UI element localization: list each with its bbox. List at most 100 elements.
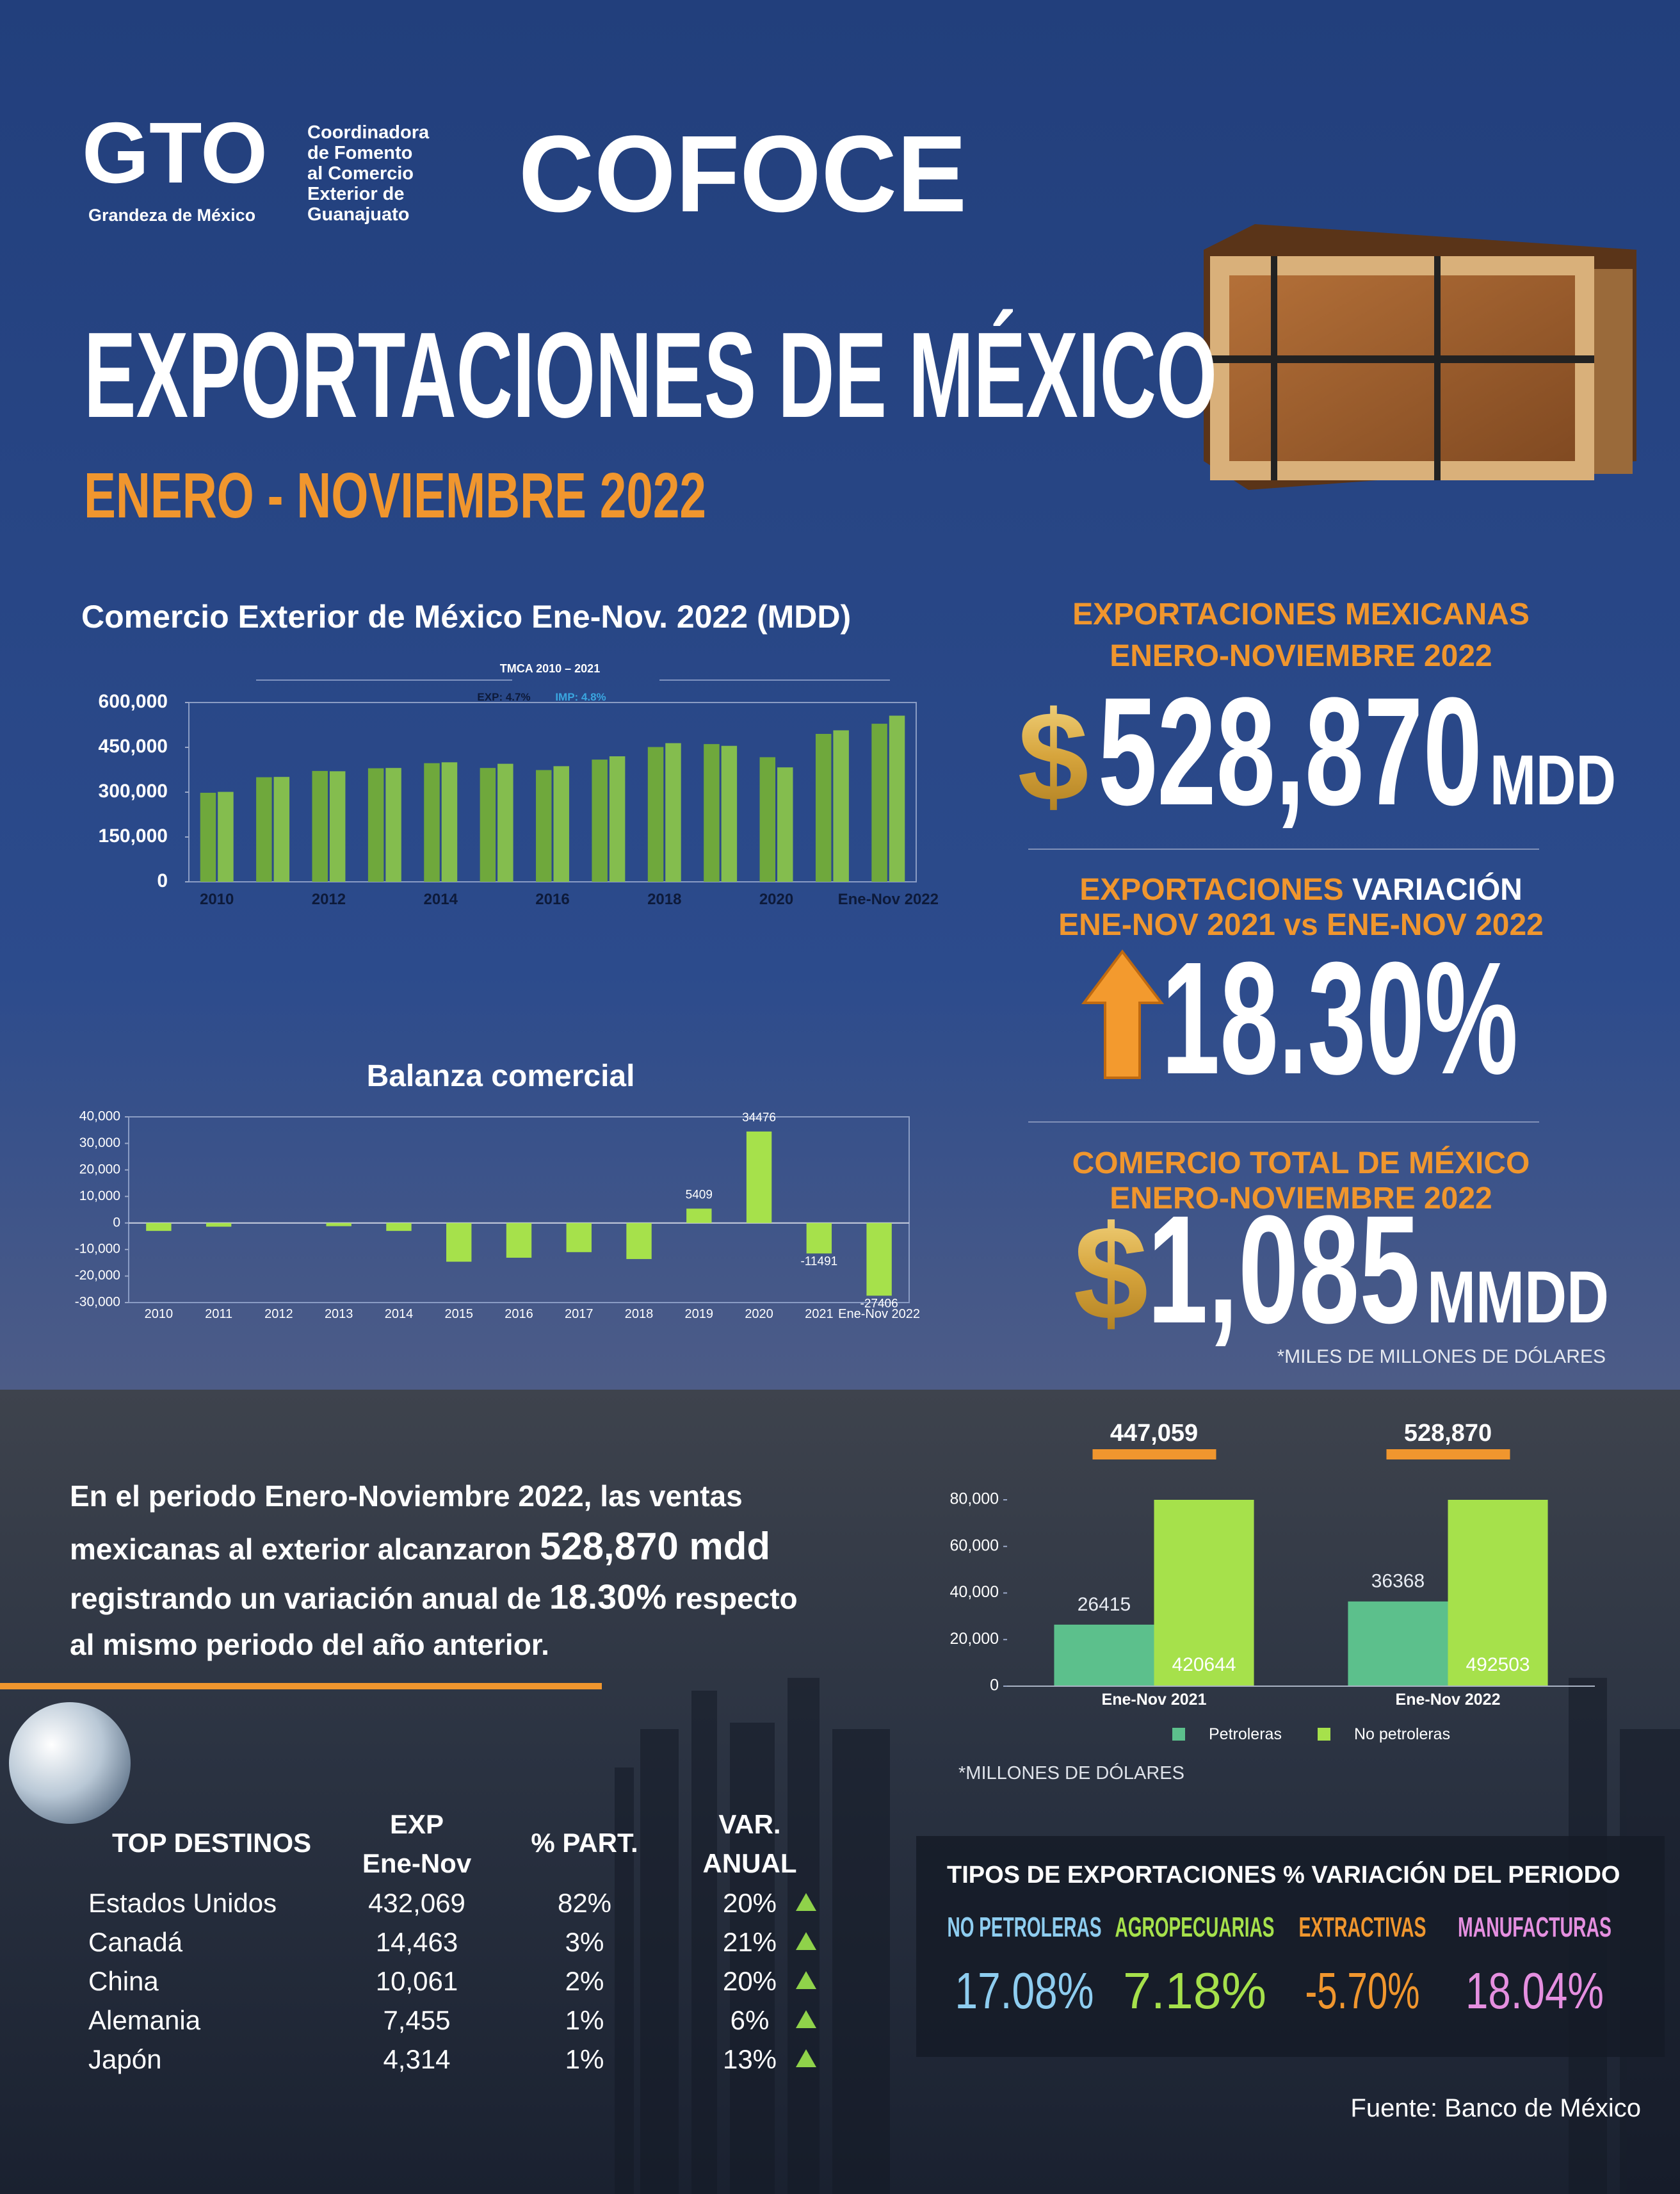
plot-clip — [1054, 1500, 1548, 1686]
x-tick-label: 2016 — [505, 1307, 533, 1321]
bar — [256, 777, 272, 882]
plot-frame — [128, 1116, 910, 1303]
up-triangle — [796, 1932, 816, 1950]
table-cell: 432,069 — [368, 1888, 465, 1918]
table-cell: 6% — [731, 2005, 770, 2035]
annotation: EXP: 4.7% — [477, 691, 530, 703]
bar — [326, 1223, 351, 1226]
x-tick-label: 2018 — [647, 891, 681, 908]
chart-title: Balanza comercial — [367, 1059, 635, 1093]
total-underline — [1386, 1449, 1510, 1459]
org-line: Coordinadora — [307, 122, 430, 143]
bar — [1054, 1624, 1154, 1686]
paragraph-text: registrando un variación anual de — [70, 1582, 549, 1615]
x-tick-label: 2012 — [264, 1307, 293, 1321]
bar — [206, 1223, 232, 1227]
x-tick-label: 2018 — [625, 1307, 654, 1321]
org-line: Exterior de — [307, 184, 405, 204]
x-tick-label: 2010 — [200, 891, 234, 908]
x-tick-label: Ene-Nov 2022 — [1396, 1691, 1501, 1709]
divider — [0, 1683, 602, 1689]
type-value: -5.70% — [1305, 1962, 1419, 2019]
crate — [1204, 224, 1636, 490]
bar — [385, 768, 401, 882]
bar — [759, 757, 776, 882]
bar — [609, 756, 626, 882]
table-cell: Estados Unidos — [88, 1888, 277, 1918]
table-header: TOP DESTINOS — [112, 1828, 311, 1858]
value-label: 36368 — [1371, 1571, 1425, 1592]
x-tick-label: Ene-Nov 2022 — [838, 891, 939, 908]
y-tick-label: 80,000 — [950, 1490, 999, 1508]
bar — [480, 768, 496, 882]
y-tick-label: -20,000 — [75, 1268, 120, 1283]
y-tick-label: 10,000 — [79, 1189, 120, 1203]
org-line: Guanajuato — [307, 204, 410, 225]
bar — [146, 1223, 172, 1231]
y-tick-label: 60,000 — [950, 1536, 999, 1554]
x-tick-label: 2020 — [759, 891, 793, 908]
bar — [1154, 1500, 1254, 1686]
y-tick-label: 600,000 — [99, 691, 168, 712]
subtitle: ENERO - NOVIEMBRE 2022 — [84, 460, 706, 532]
paragraph-emphasis: 18.30% — [549, 1578, 666, 1616]
table-cell: Canadá — [88, 1927, 183, 1957]
value-label: 26415 — [1078, 1594, 1131, 1615]
table-cell: China — [88, 1966, 159, 1996]
table-cell: Japón — [88, 2044, 161, 2074]
bar — [806, 1223, 832, 1254]
kpi-title: ENERO-NOVIEMBRE 2022 — [1110, 1182, 1492, 1215]
table-cell: 1% — [565, 2005, 604, 2035]
up-triangle — [796, 1971, 816, 1989]
table-header: EXP — [390, 1809, 444, 1839]
annotation: IMP: 4.8% — [555, 691, 606, 703]
y-tick-label: 0 — [113, 1215, 120, 1230]
table-cell: 4,314 — [383, 2044, 450, 2074]
table-cell: 13% — [723, 2044, 777, 2074]
type-value: 17.08% — [955, 1962, 1094, 2019]
y-tick-label: 20,000 — [950, 1630, 999, 1648]
types-panel — [916, 1836, 1665, 2057]
chart-note: *MILLONES DE DÓLARES — [958, 1762, 1184, 1784]
kpi-unit: MMDD — [1427, 1256, 1609, 1338]
type-name: MANUFACTURAS — [1458, 1912, 1611, 1943]
globe — [9, 1702, 131, 1824]
x-tick-label: 2013 — [325, 1307, 353, 1321]
annotation: TMCA 2010 – 2021 — [500, 662, 600, 675]
bar — [497, 763, 513, 882]
bar — [833, 730, 849, 882]
bar — [1448, 1500, 1548, 1686]
y-tick-label: -30,000 — [75, 1295, 120, 1310]
bar — [866, 1223, 892, 1296]
x-tick-label: 2011 — [205, 1307, 232, 1321]
up-triangle — [796, 2010, 816, 2028]
bar — [626, 1223, 652, 1260]
paragraph-line: al mismo periodo del año anterior. — [70, 1628, 549, 1661]
bar — [746, 1131, 772, 1223]
table-cell: 82% — [558, 1888, 611, 1918]
table-cell: 1% — [565, 2044, 604, 2074]
y-tick-label: 300,000 — [99, 781, 168, 802]
x-tick-label: 2020 — [745, 1307, 773, 1321]
kpi-value: 528,870 — [1098, 665, 1482, 837]
bar — [506, 1223, 532, 1258]
legend-swatch — [1172, 1728, 1185, 1741]
x-tick-label: Ene-Nov 2022 — [838, 1307, 920, 1321]
bar — [647, 747, 664, 882]
bar — [446, 1223, 472, 1262]
bar — [592, 760, 608, 882]
total-label: 447,059 — [1110, 1420, 1198, 1447]
org-line: al Comercio — [307, 163, 414, 184]
table-cell: 20% — [723, 1966, 777, 1996]
brand: COFOCE — [519, 113, 967, 235]
bar — [200, 792, 216, 882]
bar — [815, 734, 832, 882]
value-label: 5409 — [686, 1188, 713, 1201]
bar — [218, 792, 234, 882]
total-label: 528,870 — [1404, 1420, 1492, 1447]
bar — [566, 1223, 592, 1253]
kpi-value: 1,085 — [1147, 1183, 1420, 1355]
y-tick-label: -10,000 — [75, 1242, 120, 1256]
table-header: % PART. — [531, 1828, 638, 1858]
